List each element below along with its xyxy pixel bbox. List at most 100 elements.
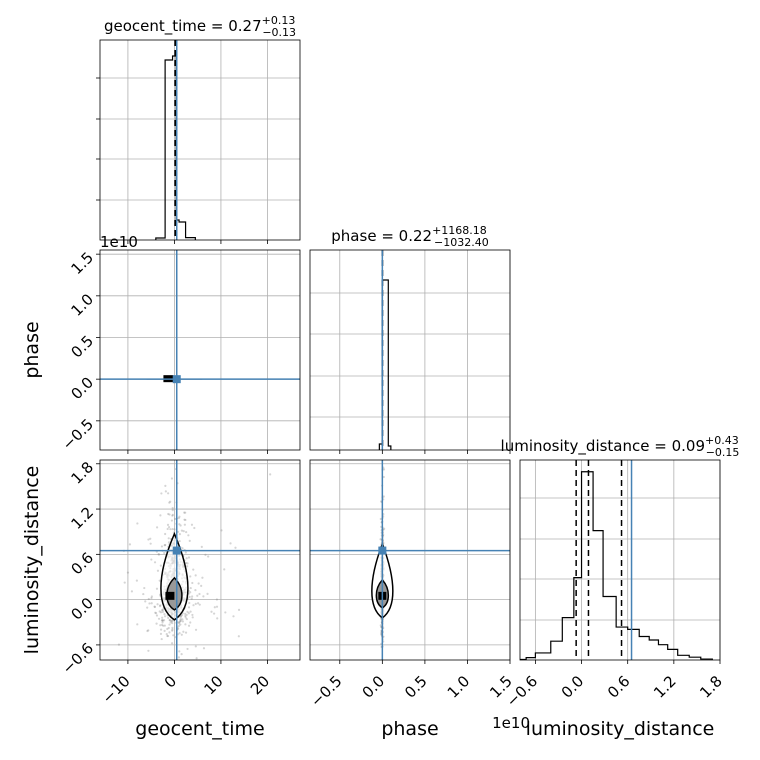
ld-vs-geocent-time-point-692	[155, 526, 159, 529]
ld-vs-geocent-time-point-619	[198, 592, 201, 596]
ld-vs-geocent-time-point-159	[136, 623, 139, 626]
ld-vs-geocent-time-point-53	[171, 664, 173, 666]
ld-vs-geocent-time-point-88	[147, 649, 150, 652]
ld-vs-geocent-time-point-125	[237, 635, 240, 638]
ld-vs-geocent-time-point-413	[181, 620, 184, 623]
ld-vs-geocent-time-point-29	[196, 602, 200, 605]
phase-hist-title: phase = 0.22+1168.18 −1032.40	[331, 224, 488, 249]
ld-vs-geocent-time-point-99	[191, 595, 194, 598]
ld-vs-geocent-time-point-406	[159, 604, 162, 607]
ld-vs-geocent-time-point-385	[216, 617, 219, 620]
ld-vs-geocent-time-point-272	[161, 667, 163, 669]
ld-vs-geocent-time-point-123	[198, 603, 201, 606]
ld-vs-phase-point-4	[382, 468, 386, 471]
ld-vs-geocent-time-xticklabel-0: −10	[99, 672, 134, 707]
ld-vs-geocent-time-point-411	[160, 637, 163, 641]
ld-vs-geocent-time-point-480	[169, 500, 172, 503]
ld-vs-geocent-time-point-625	[149, 542, 152, 545]
ld-vs-geocent-time-point-58	[168, 623, 171, 626]
ld-vs-geocent-time-point-178	[178, 621, 181, 624]
ld-vs-geocent-time-point-174	[187, 556, 191, 559]
ld-vs-geocent-time-yticklabel-0: −0.6	[59, 639, 97, 677]
ld-vs-geocent-time-point-91	[200, 584, 203, 587]
ld-vs-geocent-time-point-576	[166, 634, 169, 638]
ld-vs-geocent-time-point-49	[188, 539, 191, 542]
ld-vs-geocent-time-point-284	[171, 513, 174, 516]
ld-vs-geocent-time-point-126	[196, 594, 199, 597]
ld-vs-geocent-time-point-599	[144, 600, 147, 603]
ld-hist-xticklabel-2: 0.6	[604, 672, 634, 702]
ld-vs-phase-point-42	[379, 624, 382, 627]
ld-vs-geocent-time-point-45	[184, 616, 187, 619]
ld-vs-phase-point-305	[383, 527, 386, 530]
ld-vs-geocent-time-yticklabel-2: 0.6	[67, 549, 97, 579]
ld-vs-geocent-time-point-377	[150, 602, 153, 605]
ld-hist-xticklabel-4: 1.8	[696, 672, 726, 702]
ld-vs-geocent-time-point-332	[197, 582, 200, 585]
ld-vs-phase-point-275	[382, 475, 385, 479]
ld-vs-geocent-time-point-132	[150, 558, 153, 561]
ld-vs-geocent-time-point-595	[169, 621, 172, 624]
ld-vs-geocent-time-point-217	[181, 547, 184, 550]
ld-vs-geocent-time-point-473	[183, 523, 186, 526]
ld-vs-geocent-time-point-59	[164, 532, 167, 536]
geocent-time-hist-title: geocent_time = 0.27+0.13 −0.13	[104, 14, 296, 39]
ld-vs-geocent-time-point-130	[155, 622, 158, 625]
ld-vs-geocent-time-point-220	[178, 539, 181, 543]
ld-vs-geocent-time-point-400	[171, 527, 174, 531]
ld-vs-geocent-time-point-315	[189, 621, 192, 624]
ld-vs-geocent-time-point-73	[167, 526, 171, 529]
ld-vs-geocent-time-point-30	[220, 529, 223, 532]
ld-vs-geocent-time-point-609	[180, 653, 183, 656]
ld-vs-geocent-time-point-381	[182, 630, 185, 633]
ld-vs-geocent-time-point-509	[185, 561, 188, 565]
ld-vs-geocent-time-point-336	[206, 592, 209, 595]
ld-vs-geocent-time-point-644	[184, 614, 187, 618]
ld-vs-geocent-time-point-395	[167, 492, 170, 495]
ld-vs-geocent-time-point-524	[184, 623, 187, 626]
ld-vs-geocent-time-point-586	[126, 571, 130, 574]
ld-vs-geocent-time-point-678	[166, 634, 170, 638]
ld-vs-geocent-time-point-28	[150, 596, 153, 600]
ld-vs-geocent-time-point-585	[142, 592, 145, 596]
phase-vs-geocent-time-truth-marker	[172, 375, 181, 384]
ld-vs-geocent-time-xticklabel-3: 20	[247, 672, 273, 698]
ld-vs-geocent-time-point-389	[223, 568, 226, 571]
ld-vs-geocent-time-point-572	[201, 576, 204, 579]
ld-vs-geocent-time-point-424	[187, 534, 190, 537]
ld-vs-geocent-time-density-core	[165, 591, 175, 600]
y-axis-label-phase: phase	[21, 321, 43, 378]
ld-vs-geocent-time-point-382	[182, 530, 185, 533]
ld-vs-geocent-time-point-297	[159, 628, 163, 631]
ld-vs-geocent-time-point-392	[179, 615, 182, 619]
ld-vs-geocent-time-point-673	[158, 604, 162, 608]
ld-vs-geocent-time-point-436	[185, 557, 188, 560]
ld-vs-geocent-time-point-642	[173, 528, 176, 531]
ld-vs-geocent-time-point-512	[167, 616, 170, 620]
ld-vs-geocent-time-point-13	[159, 624, 162, 627]
ld-vs-geocent-time-point-540	[117, 643, 121, 646]
ld-vs-geocent-time-point-629	[185, 617, 188, 621]
ld-vs-geocent-time-point-423	[160, 619, 164, 622]
ld-vs-geocent-time-point-207	[162, 619, 166, 622]
ld-vs-geocent-time-point-616	[159, 564, 162, 567]
ld-vs-geocent-time-point-20	[167, 626, 170, 630]
ld-vs-geocent-time-point-286	[171, 629, 174, 632]
ld-vs-geocent-time-xticklabel-2: 10	[201, 672, 227, 698]
ld-vs-geocent-time-point-583	[179, 619, 182, 623]
ld-vs-geocent-time-point-127	[167, 541, 171, 544]
ld-vs-geocent-time-point-449	[229, 542, 232, 545]
ld-vs-geocent-time-point-320	[166, 527, 169, 531]
ld-vs-geocent-time-point-668	[215, 598, 219, 601]
ld-vs-geocent-time-point-273	[164, 543, 167, 547]
ld-vs-geocent-time-point-244	[161, 619, 164, 622]
ld-vs-geocent-time-point-407	[165, 632, 168, 636]
ld-vs-geocent-time-point-294	[177, 516, 180, 520]
ld-vs-geocent-time-yticklabel-1: 0.0	[67, 594, 97, 624]
ld-vs-geocent-time-point-55	[153, 561, 157, 564]
ld-vs-geocent-time-point-241	[128, 543, 132, 546]
phase-vs-geocent-time-yticklabel-3: 1.0	[67, 290, 97, 320]
ld-vs-geocent-time-point-312	[168, 631, 171, 634]
x-axis-label-luminosity-distance: luminosity_distance	[526, 718, 715, 740]
ld-vs-geocent-time-point-366	[191, 616, 194, 619]
